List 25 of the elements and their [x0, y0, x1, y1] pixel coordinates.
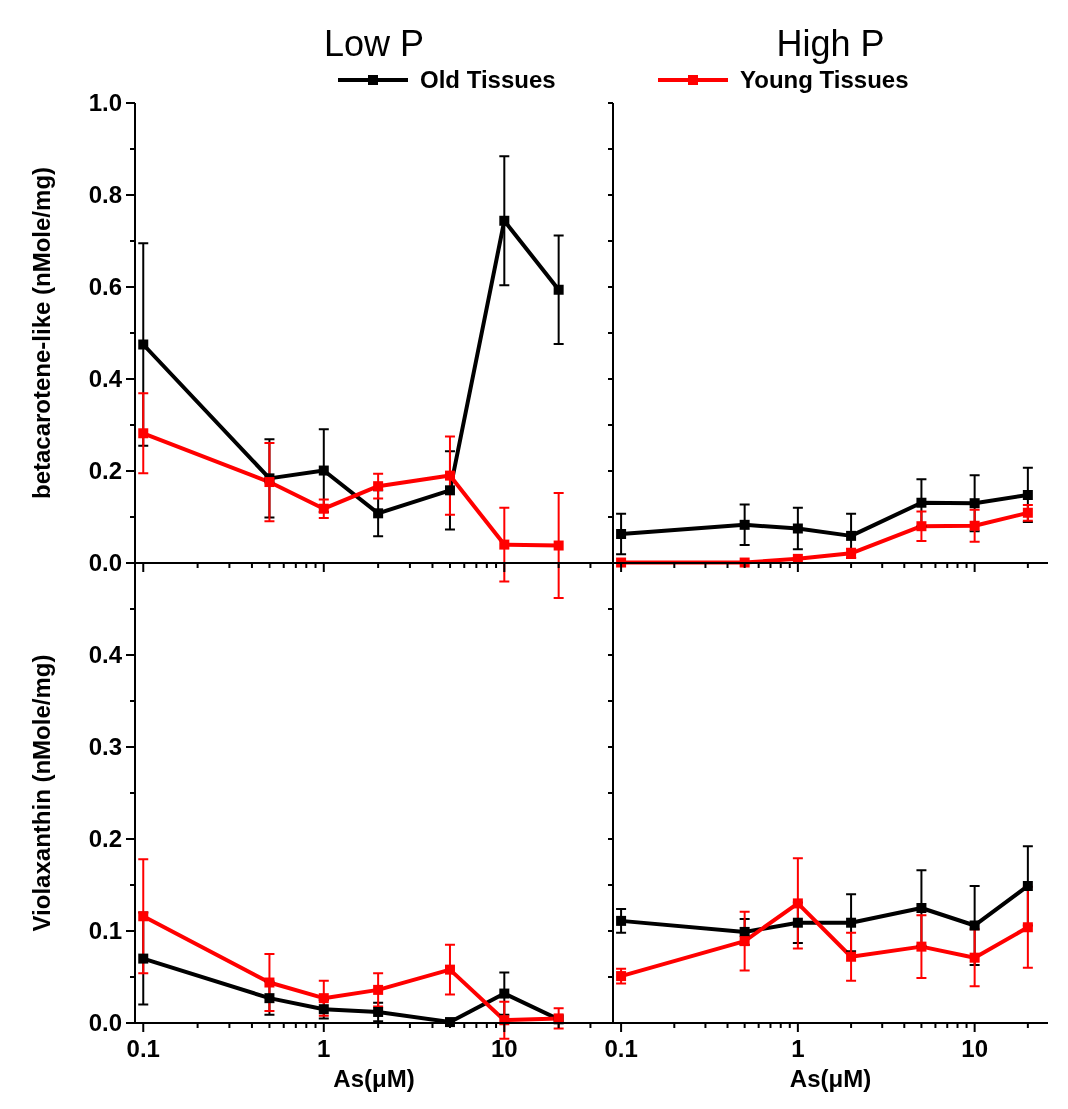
y-tick-label: 0.8 [88, 181, 122, 209]
chart-title: High P [776, 23, 885, 64]
y-tick-label: 0.3 [88, 733, 122, 761]
x-tick-label: 1 [791, 1035, 805, 1062]
y-tick-label: 0.6 [88, 273, 122, 301]
x-axis-title: As(μM) [333, 1065, 415, 1092]
x-tick-label: 1 [317, 1035, 331, 1062]
chart-title: Low P [323, 23, 425, 64]
x-tick-label: 0.1 [126, 1035, 160, 1062]
x-axis-title: As(μM) [789, 1065, 872, 1092]
x-tick-label: 10 [961, 1035, 988, 1062]
y-tick-label: 0.0 [88, 549, 122, 577]
y-axis-title: Violaxanthin (nMole/mg) [28, 654, 55, 932]
x-tick-label: 10 [490, 1035, 518, 1062]
y-tick-label: 0.2 [88, 457, 122, 485]
y-tick-label: 0.4 [88, 365, 123, 393]
y-tick-label: 0.4 [88, 641, 123, 669]
y-axis-title: betacarotene-like (nMole/mg) [28, 166, 55, 500]
legend-label: Young Tissues [740, 66, 909, 94]
x-tick-label: 0.1 [604, 1035, 638, 1062]
y-tick-label: 0.0 [88, 1009, 122, 1037]
y-tick-label: 1.0 [88, 89, 122, 117]
y-tick-label: 0.1 [88, 917, 122, 945]
legend-label: Old Tissues [420, 66, 556, 94]
y-tick-label: 0.2 [88, 825, 122, 853]
